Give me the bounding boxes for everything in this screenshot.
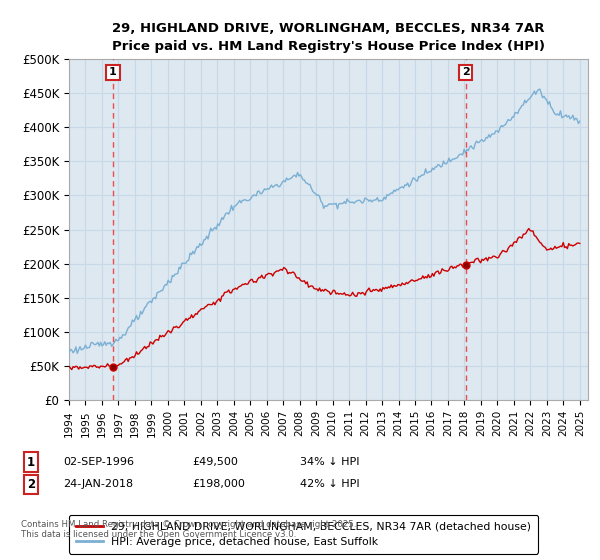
Text: 1: 1 [109,67,117,77]
Text: Contains HM Land Registry data © Crown copyright and database right 2025.
This d: Contains HM Land Registry data © Crown c… [21,520,356,539]
Text: 02-SEP-1996: 02-SEP-1996 [63,457,134,467]
Text: £49,500: £49,500 [192,457,238,467]
Legend: 29, HIGHLAND DRIVE, WORLINGHAM, BECCLES, NR34 7AR (detached house), HPI: Average: 29, HIGHLAND DRIVE, WORLINGHAM, BECCLES,… [69,515,538,553]
Title: 29, HIGHLAND DRIVE, WORLINGHAM, BECCLES, NR34 7AR
Price paid vs. HM Land Registr: 29, HIGHLAND DRIVE, WORLINGHAM, BECCLES,… [112,22,545,53]
Text: 24-JAN-2018: 24-JAN-2018 [63,479,133,489]
Text: 2: 2 [27,478,35,491]
Text: 34% ↓ HPI: 34% ↓ HPI [300,457,359,467]
Text: £198,000: £198,000 [192,479,245,489]
Text: 1: 1 [27,455,35,469]
Text: 42% ↓ HPI: 42% ↓ HPI [300,479,359,489]
Text: 2: 2 [462,67,469,77]
